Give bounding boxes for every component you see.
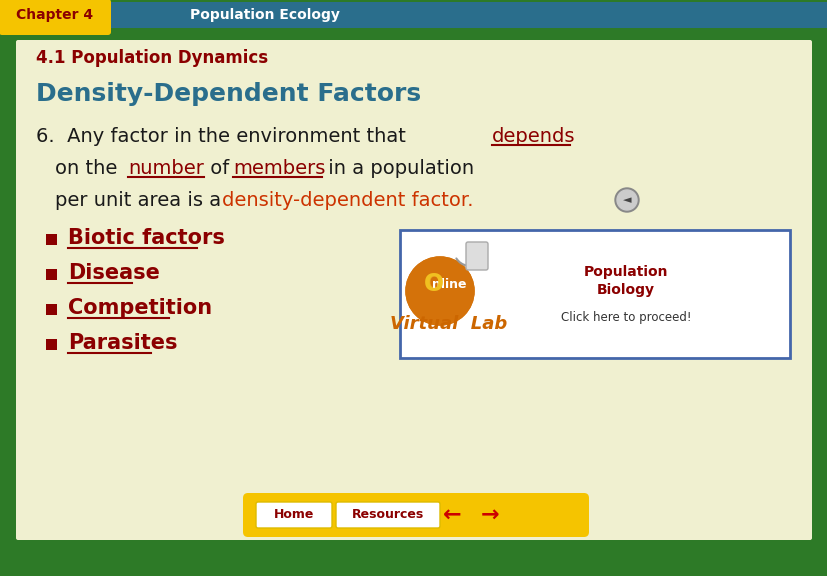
Text: 6.  Any factor in the environment that: 6. Any factor in the environment that: [36, 127, 412, 146]
FancyBboxPatch shape: [0, 0, 111, 35]
Text: O: O: [423, 272, 443, 296]
FancyBboxPatch shape: [46, 269, 57, 280]
Text: O: O: [424, 274, 443, 294]
FancyBboxPatch shape: [46, 339, 57, 350]
Text: nline: nline: [432, 278, 466, 290]
Text: number: number: [128, 158, 203, 177]
Text: on the: on the: [55, 158, 117, 177]
Text: Chapter 4: Chapter 4: [17, 8, 93, 22]
Text: Competition: Competition: [68, 298, 212, 318]
Text: 4.1 Population Dynamics: 4.1 Population Dynamics: [36, 49, 268, 67]
FancyBboxPatch shape: [16, 40, 811, 540]
FancyBboxPatch shape: [105, 2, 827, 28]
Circle shape: [614, 188, 638, 212]
FancyBboxPatch shape: [46, 234, 57, 245]
Text: ←: ←: [442, 505, 461, 525]
Text: in a population: in a population: [322, 158, 474, 177]
FancyBboxPatch shape: [466, 242, 487, 270]
Circle shape: [616, 190, 636, 210]
FancyBboxPatch shape: [242, 493, 588, 537]
Text: ◄: ◄: [622, 195, 630, 205]
Text: Density-Dependent Factors: Density-Dependent Factors: [36, 82, 421, 106]
Text: Biotic factors: Biotic factors: [68, 228, 225, 248]
Text: Population
Biology: Population Biology: [583, 265, 667, 297]
Text: Click here to proceed!: Click here to proceed!: [560, 312, 691, 324]
FancyBboxPatch shape: [336, 502, 439, 528]
Circle shape: [405, 257, 473, 325]
Text: depends: depends: [491, 127, 575, 146]
FancyBboxPatch shape: [46, 304, 57, 315]
Text: Virtual  Lab: Virtual Lab: [390, 315, 507, 333]
Text: →: →: [480, 505, 499, 525]
Text: Resources: Resources: [351, 509, 423, 521]
FancyBboxPatch shape: [256, 502, 332, 528]
Text: Parasites: Parasites: [68, 333, 177, 353]
Circle shape: [405, 257, 473, 325]
Text: per unit area is a: per unit area is a: [55, 191, 227, 210]
Text: density-dependent factor.: density-dependent factor.: [222, 191, 473, 210]
Text: members: members: [232, 158, 325, 177]
Text: of: of: [203, 158, 229, 177]
Text: Disease: Disease: [68, 263, 160, 283]
Text: Population Ecology: Population Ecology: [189, 8, 339, 22]
FancyBboxPatch shape: [399, 230, 789, 358]
Text: Home: Home: [274, 509, 313, 521]
